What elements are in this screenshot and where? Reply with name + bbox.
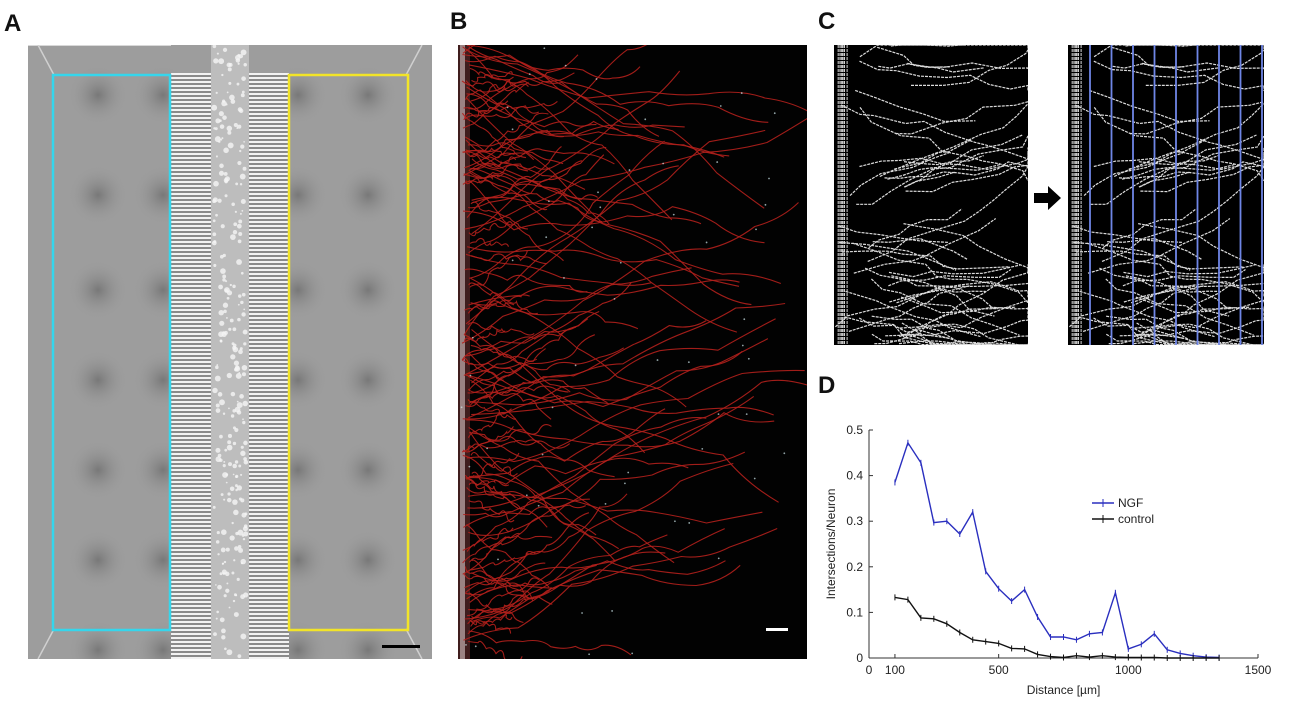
panel-letter-b: B: [450, 8, 468, 35]
x-tick-label: 1000: [1115, 663, 1142, 677]
panel-a-svg: [28, 45, 423, 659]
panel-c-skeleton-grid: [1068, 45, 1264, 345]
chart-legend: NGF control: [1092, 496, 1154, 526]
skeleton-neurites-copy: [1069, 45, 1264, 345]
central-channel-debris: [211, 45, 249, 659]
panel-c-grid-svg: [1069, 45, 1264, 345]
right-arrow-icon: [1034, 186, 1062, 210]
series-line-ngf: [894, 441, 1220, 659]
panel-letter-a: A: [4, 10, 22, 37]
traced-neurites: [460, 45, 807, 659]
panel-c-skeleton: [834, 45, 1028, 345]
panel-b-micrograph: [458, 45, 807, 659]
microgroove-channels-right: [249, 73, 289, 659]
distance-grid-lines: [1089, 45, 1263, 345]
cyan-roi-box: [51, 73, 172, 632]
panel-b-svg: [458, 45, 807, 659]
x-tick-label: 0: [866, 663, 873, 677]
y-tick-label: 0.4: [846, 469, 863, 483]
chart-ticks: 0 100 500 1000 1500 0 0.1 0.2 0.3 0.4 0.5: [846, 423, 1271, 677]
panel-a-micrograph: [28, 45, 432, 659]
y-axis-label: Intersections/Neuron: [824, 489, 838, 600]
x-tick-label: 500: [989, 663, 1009, 677]
panel-letter-c: C: [818, 8, 836, 35]
panel-letter-d: D: [818, 372, 836, 399]
scale-bar-a: [382, 645, 420, 648]
y-tick-label: 0.1: [846, 605, 863, 619]
legend-control-label: control: [1118, 512, 1154, 526]
microgroove-channels-left: [171, 73, 211, 659]
x-axis-label: Distance [µm]: [1027, 683, 1101, 697]
y-tick-label: 0: [856, 651, 863, 665]
yellow-roi-box: [287, 73, 410, 632]
chart-axes: [868, 430, 1258, 659]
x-tick-label: 1500: [1245, 663, 1272, 677]
panel-c-skeleton-svg: [835, 45, 1028, 345]
chart-series: [894, 439, 1220, 661]
series-line-control: [894, 596, 1220, 659]
scale-bar-b: [766, 628, 788, 631]
x-tick-label: 100: [885, 663, 905, 677]
y-tick-label: 0.3: [846, 514, 863, 528]
skeleton-neurites: [835, 45, 1028, 345]
y-tick-label: 0.5: [846, 423, 863, 437]
legend-ngf-label: NGF: [1118, 496, 1143, 510]
y-tick-label: 0.2: [846, 560, 863, 574]
intersections-chart: 0 100 500 1000 1500 0 0.1 0.2 0.3 0.4 0.5 Distance…: [824, 423, 1272, 697]
